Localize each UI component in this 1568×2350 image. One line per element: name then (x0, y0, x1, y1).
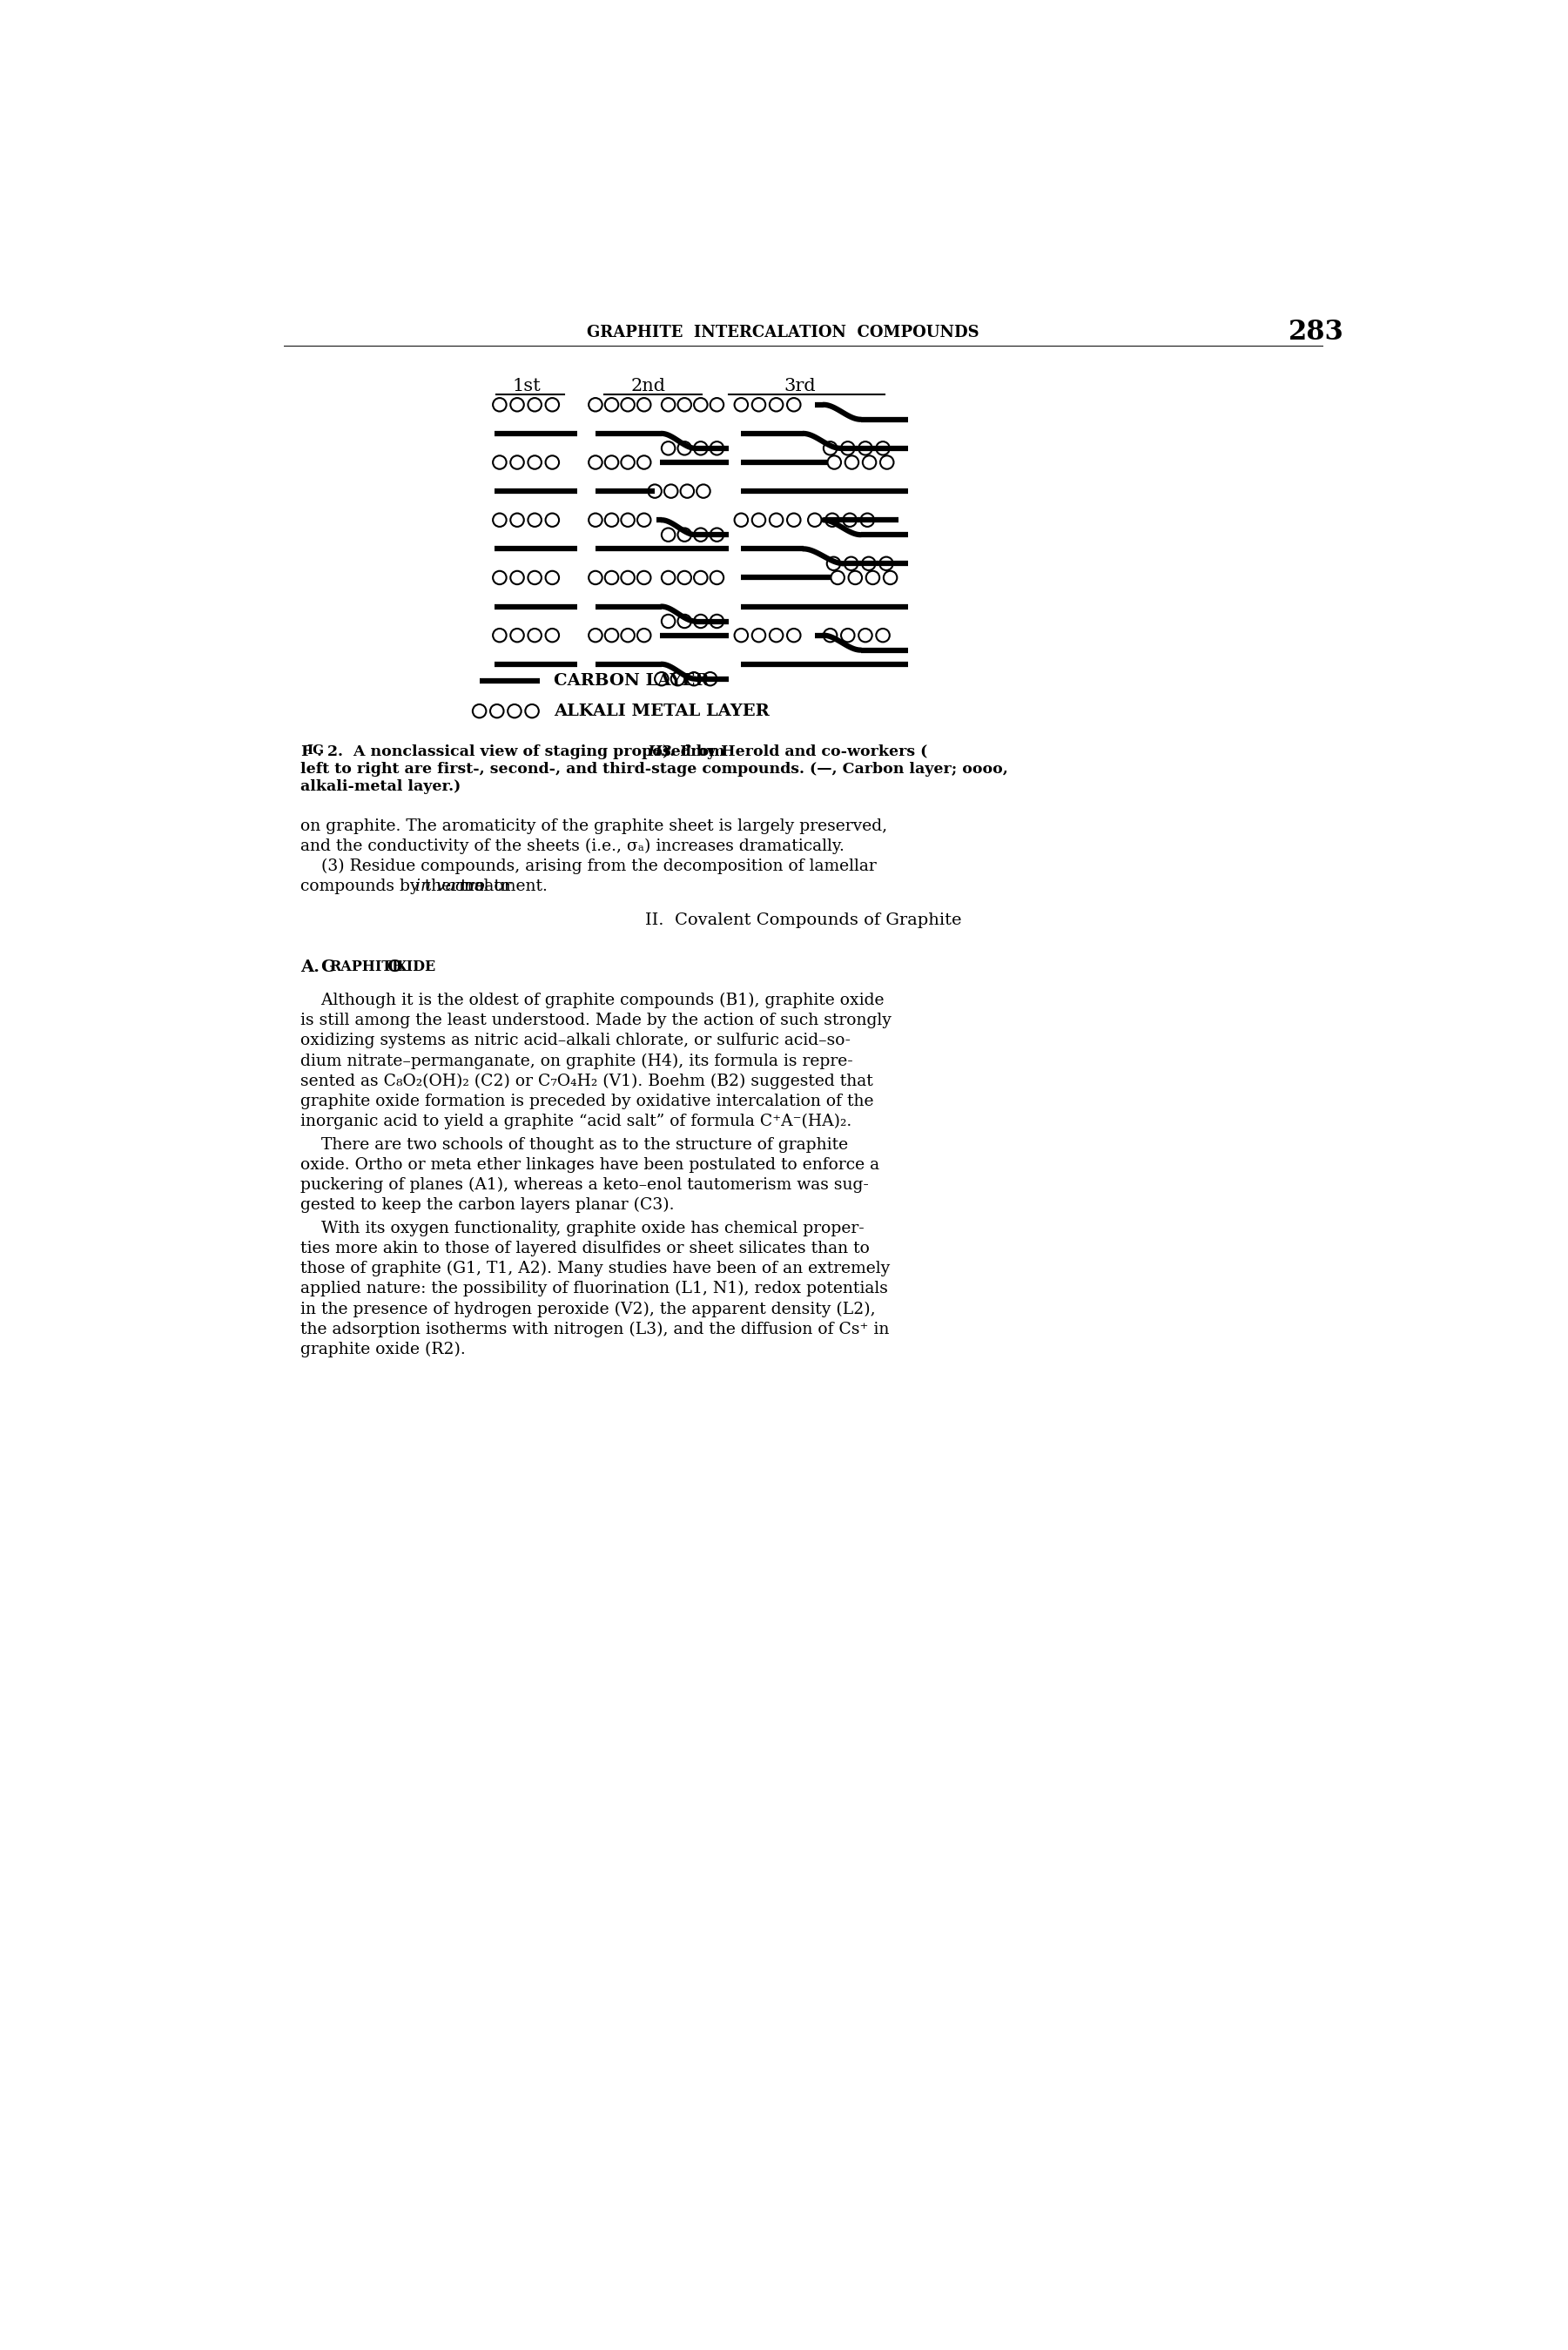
Text: F: F (301, 745, 312, 759)
Text: those of graphite (G1, T1, A2). Many studies have been of an extremely: those of graphite (G1, T1, A2). Many stu… (301, 1262, 891, 1276)
Text: 3rd: 3rd (784, 378, 815, 395)
Text: G: G (321, 959, 336, 975)
Text: dium nitrate–permanganate, on graphite (H4), its formula is repre-: dium nitrate–permanganate, on graphite (… (301, 1053, 853, 1069)
Text: II.  Covalent Compounds of Graphite: II. Covalent Compounds of Graphite (644, 912, 961, 928)
Text: in vacuo: in vacuo (416, 879, 485, 895)
Text: inorganic acid to yield a graphite “acid salt” of formula C⁺A⁻(HA)₂.: inorganic acid to yield a graphite “acid… (301, 1114, 851, 1130)
Text: H3: H3 (648, 745, 673, 759)
Text: 283: 283 (1289, 320, 1344, 345)
Text: graphite oxide (R2).: graphite oxide (R2). (301, 1342, 466, 1358)
Text: oxide. Ortho or meta ether linkages have been postulated to enforce a: oxide. Ortho or meta ether linkages have… (301, 1156, 880, 1173)
Text: (3) Residue compounds, arising from the decomposition of lamellar: (3) Residue compounds, arising from the … (301, 858, 877, 874)
Text: O: O (387, 959, 401, 975)
Text: A.: A. (301, 959, 326, 975)
Text: in the presence of hydrogen peroxide (V2), the apparent density (L2),: in the presence of hydrogen peroxide (V2… (301, 1302, 877, 1316)
Text: sented as C₈O₂(OH)₂ (C2) or C₇O₄H₂ (V1). Boehm (B2) suggested that: sented as C₈O₂(OH)₂ (C2) or C₇O₄H₂ (V1).… (301, 1074, 873, 1088)
Text: applied nature: the possibility of fluorination (L1, N1), redox potentials: applied nature: the possibility of fluor… (301, 1281, 887, 1297)
Text: CARBON LAYER: CARBON LAYER (554, 672, 709, 689)
Text: . 2.  A nonclassical view of staging proposed by Herold and co-workers (: . 2. A nonclassical view of staging prop… (317, 745, 927, 759)
Text: ALKALI METAL LAYER: ALKALI METAL LAYER (554, 703, 770, 719)
Text: XIDE: XIDE (395, 959, 436, 973)
Text: compounds by thermal or: compounds by thermal or (301, 879, 517, 895)
Text: puckering of planes (A1), whereas a keto–enol tautomerism was sug-: puckering of planes (A1), whereas a keto… (301, 1177, 869, 1194)
Text: on graphite. The aromaticity of the graphite sheet is largely preserved,: on graphite. The aromaticity of the grap… (301, 818, 887, 834)
Text: ties more akin to those of layered disulfides or sheet silicates than to: ties more akin to those of layered disul… (301, 1241, 870, 1257)
Text: With its oxygen functionality, graphite oxide has chemical proper-: With its oxygen functionality, graphite … (301, 1220, 864, 1236)
Text: ). From: ). From (662, 745, 724, 759)
Text: GRAPHITE  INTERCALATION  COMPOUNDS: GRAPHITE INTERCALATION COMPOUNDS (586, 324, 978, 341)
Text: graphite oxide formation is preceded by oxidative intercalation of the: graphite oxide formation is preceded by … (301, 1093, 873, 1109)
Text: IG: IG (307, 745, 325, 757)
Text: the adsorption isotherms with nitrogen (L3), and the diffusion of Cs⁺ in: the adsorption isotherms with nitrogen (… (301, 1321, 889, 1337)
Text: oxidizing systems as nitric acid–alkali chlorate, or sulfuric acid–so-: oxidizing systems as nitric acid–alkali … (301, 1034, 851, 1048)
Text: 1st: 1st (513, 378, 541, 395)
Text: RAPHITE: RAPHITE (329, 959, 403, 973)
Text: There are two schools of thought as to the structure of graphite: There are two schools of thought as to t… (301, 1137, 848, 1152)
Text: is still among the least understood. Made by the action of such strongly: is still among the least understood. Mad… (301, 1013, 892, 1029)
Text: 2nd: 2nd (630, 378, 665, 395)
Text: treatment.: treatment. (455, 879, 547, 895)
Text: and the conductivity of the sheets (i.e., σₐ) increases dramatically.: and the conductivity of the sheets (i.e.… (301, 839, 845, 855)
Text: left to right are first-, second-, and third-stage compounds. (—, Carbon layer; : left to right are first-, second-, and t… (301, 761, 1008, 778)
Text: alkali-metal layer.): alkali-metal layer.) (301, 780, 461, 794)
Text: Although it is the oldest of graphite compounds (B1), graphite oxide: Although it is the oldest of graphite co… (301, 992, 884, 1008)
Text: gested to keep the carbon layers planar (C3).: gested to keep the carbon layers planar … (301, 1196, 674, 1213)
